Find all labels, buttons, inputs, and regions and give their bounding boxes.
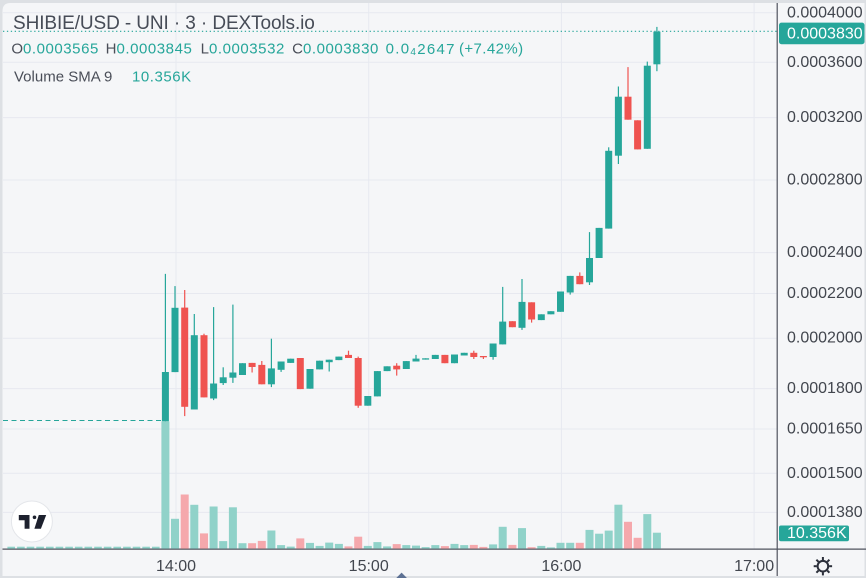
svg-text:0.0004000: 0.0004000 [787, 4, 863, 21]
svg-text:0.0003845: 0.0003845 [117, 40, 193, 57]
svg-text:Volume SMA 9: Volume SMA 9 [14, 69, 112, 86]
svg-text:14:00: 14:00 [156, 558, 196, 575]
svg-text:(+7.42%): (+7.42%) [459, 40, 523, 57]
svg-text:H: H [106, 40, 117, 57]
svg-text:10.356K: 10.356K [787, 525, 847, 542]
svg-text:L: L [201, 40, 209, 57]
svg-text:0.0002400: 0.0002400 [787, 244, 863, 261]
svg-text:O: O [11, 40, 23, 57]
svg-text:0.0001800: 0.0001800 [787, 380, 863, 397]
svg-text:0.0001650: 0.0001650 [787, 421, 863, 438]
svg-text:0.0002800: 0.0002800 [787, 172, 863, 189]
svg-text:0.042647: 0.042647 [386, 40, 456, 57]
svg-text:0.0003565: 0.0003565 [23, 40, 99, 57]
svg-text:0.0003200: 0.0003200 [787, 109, 863, 126]
svg-text:17:00: 17:00 [734, 558, 774, 575]
svg-text:0.0001380: 0.0001380 [787, 504, 863, 521]
svg-text:16:00: 16:00 [541, 558, 581, 575]
svg-text:0.0003830: 0.0003830 [303, 40, 379, 57]
svg-text:0.0002200: 0.0002200 [787, 285, 863, 302]
svg-text:0.0002000: 0.0002000 [787, 330, 863, 347]
svg-text:0.0003600: 0.0003600 [787, 54, 863, 71]
svg-text:0.0003830: 0.0003830 [787, 25, 863, 42]
svg-text:0.0003532: 0.0003532 [209, 40, 285, 57]
svg-text:0.0001500: 0.0001500 [787, 465, 863, 482]
svg-text:15:00: 15:00 [349, 558, 389, 575]
svg-text:C: C [292, 40, 303, 57]
svg-text:10.356K: 10.356K [132, 69, 192, 86]
svg-text:SHIBIE/USD - UNI · 3 · DEXTool: SHIBIE/USD - UNI · 3 · DEXTools.io [13, 13, 315, 34]
